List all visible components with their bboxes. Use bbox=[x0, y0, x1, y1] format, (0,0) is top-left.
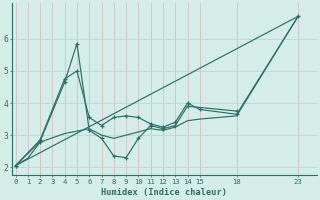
X-axis label: Humidex (Indice chaleur): Humidex (Indice chaleur) bbox=[101, 188, 227, 197]
